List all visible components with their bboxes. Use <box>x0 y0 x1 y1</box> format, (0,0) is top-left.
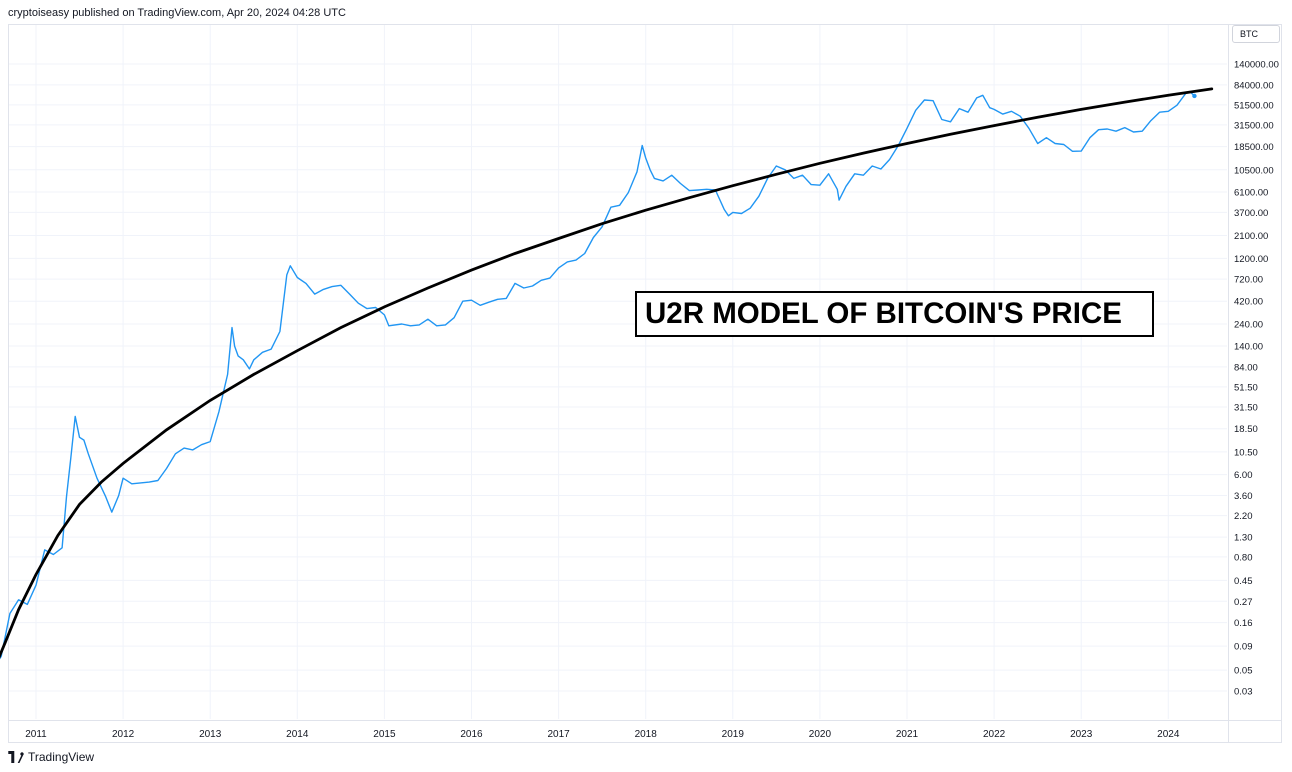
y-tick-label: 0.27 <box>1234 597 1253 608</box>
last-price-marker <box>1192 93 1197 99</box>
y-tick-label: 1200.00 <box>1234 254 1268 265</box>
y-tick-label: 140000.00 <box>1234 60 1279 71</box>
x-tick-label: 2011 <box>25 729 47 740</box>
chart-title-box: U2R MODEL OF BITCOIN'S PRICE <box>635 291 1154 337</box>
publisher-caption: cryptoiseasy published on TradingView.co… <box>8 7 346 19</box>
y-tick-label: 140.00 <box>1234 342 1263 353</box>
ticker-label[interactable]: BTC <box>1232 25 1280 43</box>
y-tick-label: 0.09 <box>1234 642 1253 653</box>
tradingview-logo-icon <box>8 751 24 763</box>
x-tick-label: 2023 <box>1070 729 1093 740</box>
y-tick-label: 51.50 <box>1234 382 1258 393</box>
tradingview-brand[interactable]: TradingView <box>8 750 94 764</box>
y-tick-label: 1.30 <box>1234 533 1253 544</box>
y-tick-label: 10500.00 <box>1234 165 1274 176</box>
y-tick-label: 420.00 <box>1234 297 1263 308</box>
x-tick-label: 2012 <box>112 729 135 740</box>
price-series-line <box>0 91 1196 660</box>
chart-frame[interactable] <box>8 24 1282 743</box>
x-tick-label: 2016 <box>460 729 483 740</box>
model-curve-line <box>0 87 1214 659</box>
y-tick-label: 3700.00 <box>1234 208 1268 219</box>
y-tick-label: 0.05 <box>1234 666 1253 677</box>
x-tick-label: 2022 <box>983 729 1006 740</box>
y-tick-label: 240.00 <box>1234 320 1263 331</box>
y-tick-label: 10.50 <box>1234 447 1258 458</box>
y-tick-label: 84000.00 <box>1234 80 1274 91</box>
y-axis-labels: 140000.00 84000.00 51500.00 31500.00 18500.0… <box>1234 60 1279 698</box>
x-tick-label: 2020 <box>809 729 832 740</box>
y-tick-label: 84.00 <box>1234 362 1258 373</box>
x-tick-label: 2019 <box>722 729 745 740</box>
y-tick-label: 6100.00 <box>1234 187 1268 198</box>
x-tick-label: 2015 <box>373 729 396 740</box>
x-tick-label: 2021 <box>896 729 919 740</box>
y-tick-label: 18.50 <box>1234 424 1258 435</box>
brand-name: TradingView <box>28 750 95 764</box>
y-tick-label: 3.60 <box>1234 491 1253 502</box>
y-tick-label: 0.16 <box>1234 618 1253 629</box>
y-tick-label: 0.80 <box>1234 552 1253 563</box>
y-tick-label: 0.03 <box>1234 687 1253 698</box>
grid <box>9 25 1227 719</box>
y-tick-label: 51500.00 <box>1234 100 1274 111</box>
y-tick-label: 720.00 <box>1234 275 1263 286</box>
x-tick-label: 2017 <box>547 729 570 740</box>
time-axis-separator <box>8 720 1282 721</box>
y-tick-label: 18500.00 <box>1234 142 1274 153</box>
x-axis-labels: 2011 2012 2013 2014 2015 2016 2017 2018 2019 2020… <box>25 729 1180 740</box>
y-tick-label: 2.20 <box>1234 511 1253 522</box>
x-tick-label: 2018 <box>635 729 658 740</box>
x-tick-label: 2013 <box>199 729 222 740</box>
y-tick-label: 31500.00 <box>1234 120 1274 131</box>
y-tick-label: 6.00 <box>1234 470 1253 481</box>
y-tick-label: 0.45 <box>1234 576 1253 587</box>
x-tick-label: 2014 <box>286 729 309 740</box>
y-tick-label: 2100.00 <box>1234 231 1268 242</box>
y-tick-label: 31.50 <box>1234 402 1258 413</box>
price-axis-separator <box>1228 24 1229 743</box>
x-tick-label: 2024 <box>1157 729 1180 740</box>
